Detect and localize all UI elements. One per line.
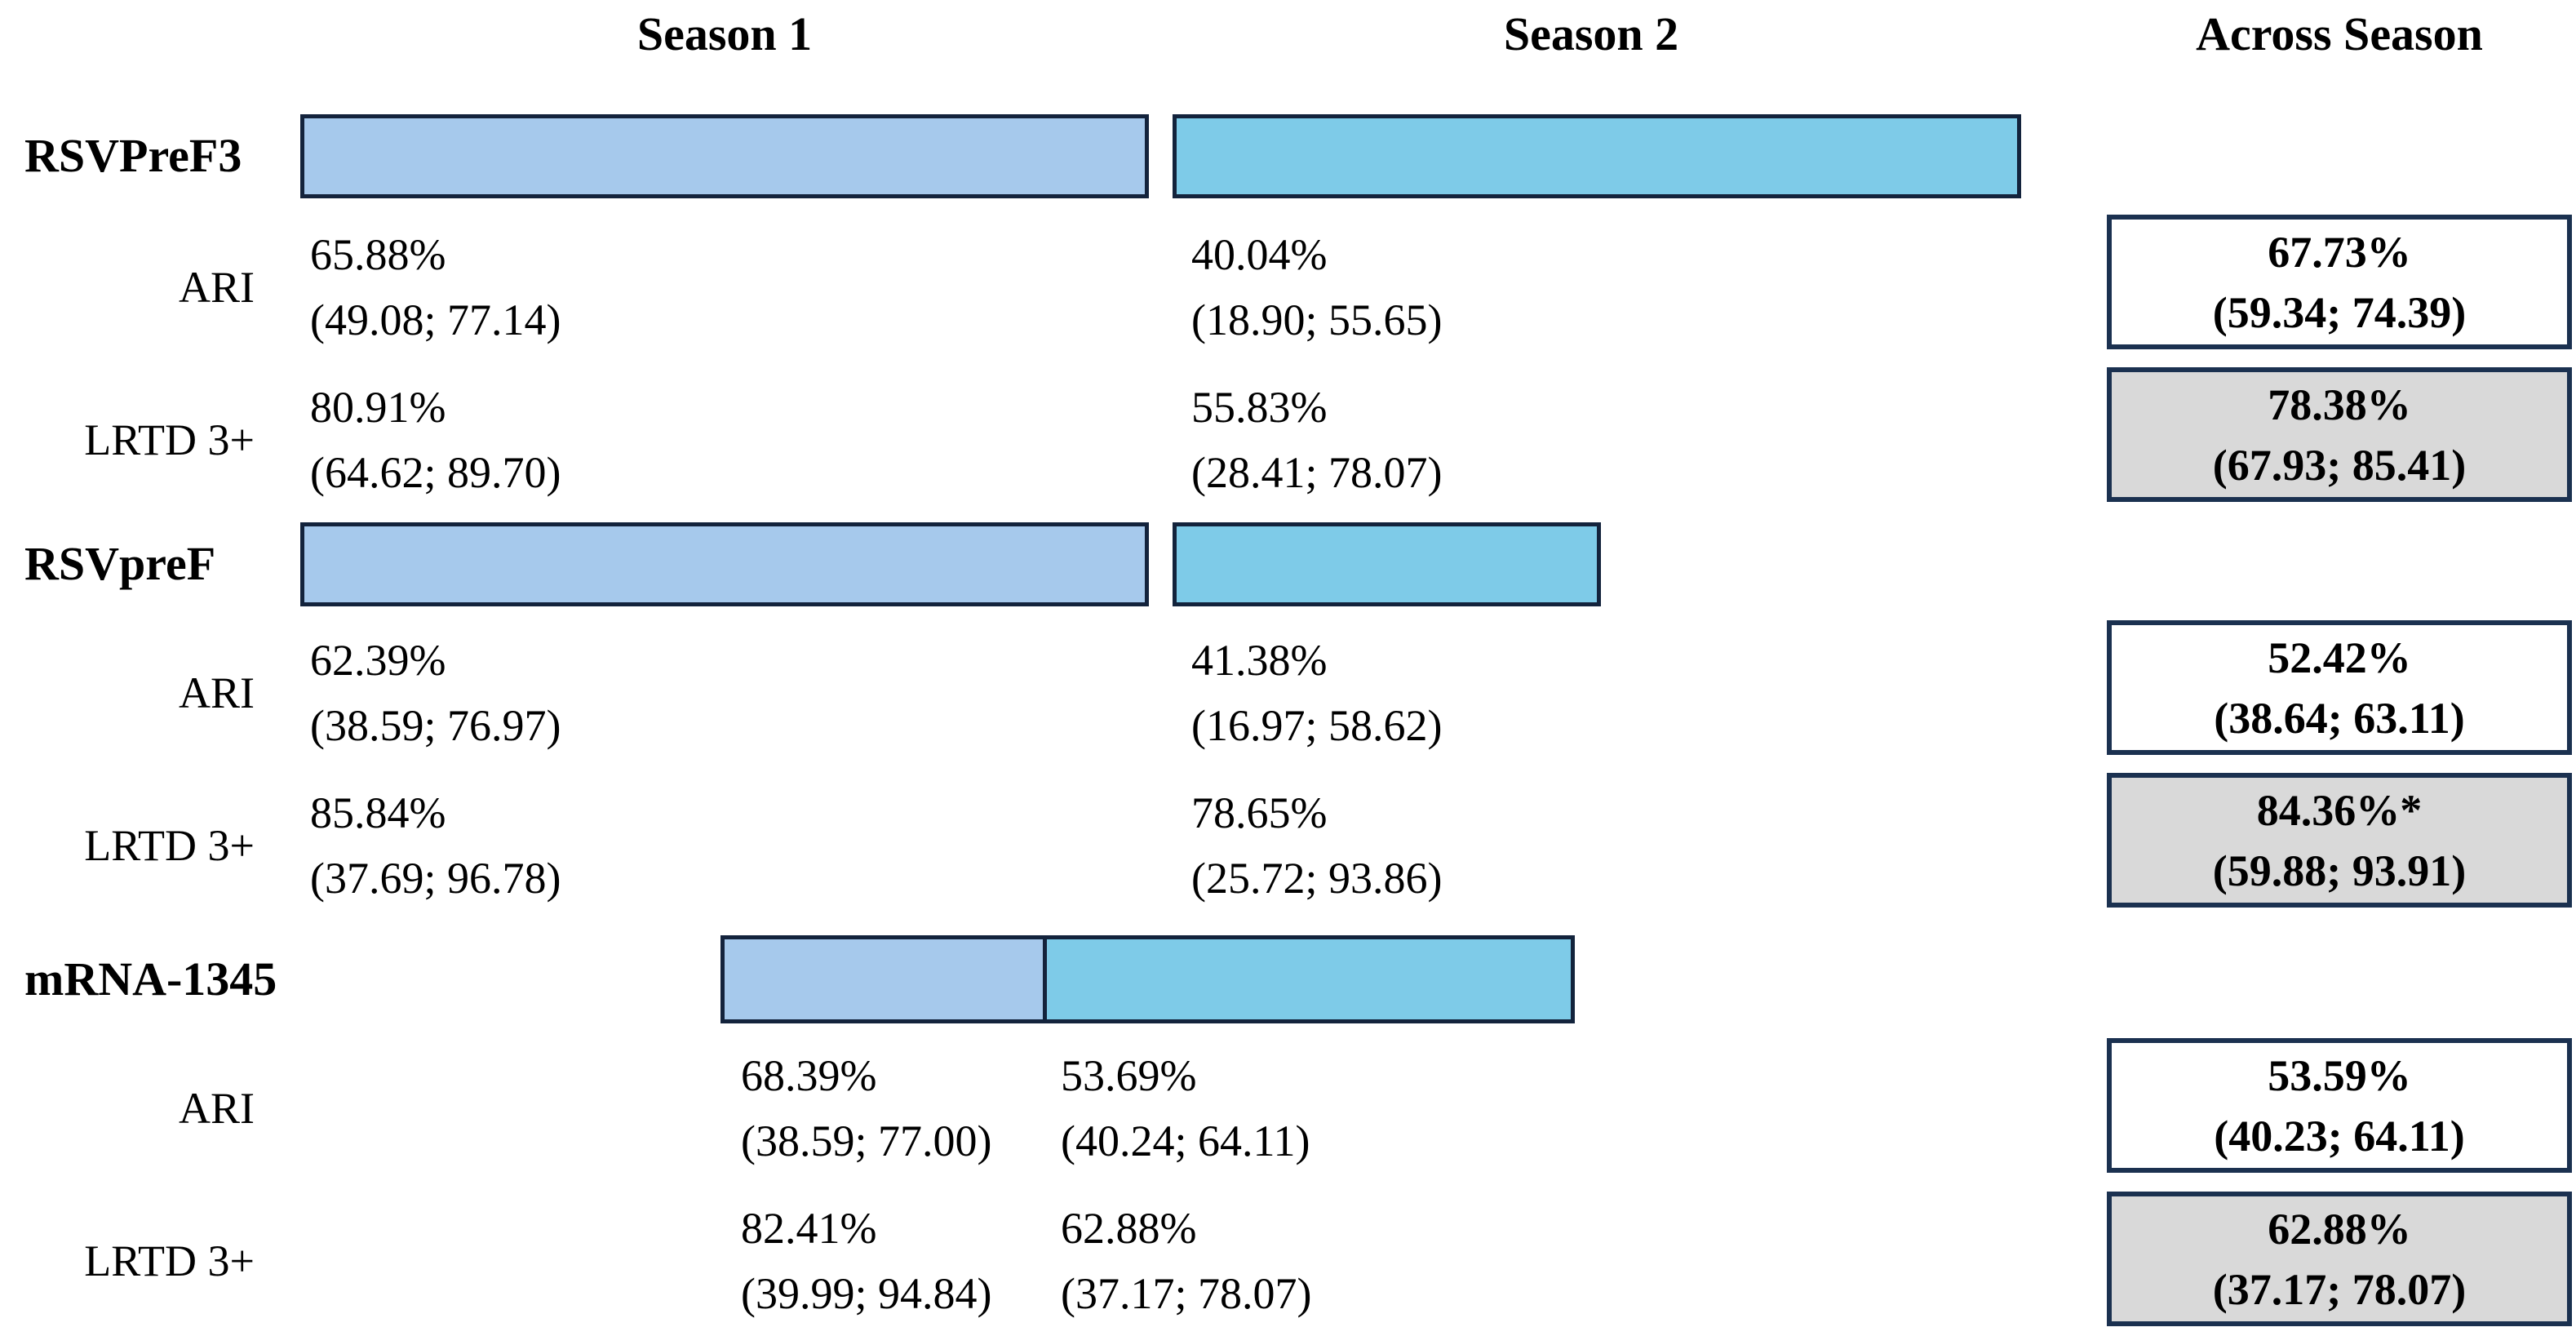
value-rsvpref-ari-season2: 41.38% (16.97; 58.62) — [1191, 628, 1442, 758]
ve-ci: (59.88; 93.91) — [2212, 846, 2467, 895]
ve-ci: (16.97; 58.62) — [1191, 701, 1443, 750]
vaccine-label-rsvpref: RSVpreF — [24, 537, 216, 590]
across-season-box-rsvpref3-lrtd: 78.38% (67.93; 85.41) — [2107, 367, 2572, 502]
ve-value: 80.91% — [310, 383, 446, 432]
ve-value: 84.36%* — [2256, 785, 2423, 835]
ve-ci: (40.24; 64.11) — [1061, 1116, 1310, 1165]
ve-ci: (37.17; 78.07) — [2212, 1264, 2467, 1314]
vaccine-label-mrna-1345: mRNA-1345 — [24, 952, 277, 1005]
column-header-season1: Season 1 — [636, 7, 813, 60]
column-header-across-season: Across Season — [2196, 7, 2483, 60]
ve-ci: (37.69; 96.78) — [310, 854, 561, 903]
value-rsvpref3-lrtd-season1: 80.91% (64.62; 89.70) — [310, 375, 561, 505]
across-season-box-mrna-1345-lrtd: 62.88% (37.17; 78.07) — [2107, 1192, 2572, 1326]
ve-value: 85.84% — [310, 788, 446, 837]
across-season-box-mrna-1345-ari: 53.59% (40.23; 64.11) — [2107, 1038, 2572, 1173]
value-mrna-1345-lrtd-season2: 62.88% (37.17; 78.07) — [1061, 1196, 1311, 1326]
ve-ci: (40.23; 64.11) — [2214, 1111, 2465, 1161]
value-rsvpref3-ari-season2: 40.04% (18.90; 55.65) — [1191, 222, 1442, 353]
outcome-label-mrna-1345-ari: ARI — [179, 1084, 255, 1133]
across-season-box-rsvpref-lrtd: 84.36%* (59.88; 93.91) — [2107, 773, 2572, 908]
value-rsvpref-ari-season1: 62.39% (38.59; 76.97) — [310, 628, 561, 758]
ve-value: 68.39% — [741, 1051, 877, 1100]
ve-ci: (37.17; 78.07) — [1061, 1269, 1312, 1318]
ve-value: 41.38% — [1191, 636, 1328, 685]
ve-ci: (67.93; 85.41) — [2212, 440, 2467, 490]
ve-value: 62.88% — [1061, 1204, 1197, 1253]
ve-ci: (38.59; 76.97) — [310, 701, 561, 750]
value-rsvpref-lrtd-season2: 78.65% (25.72; 93.86) — [1191, 780, 1442, 911]
outcome-label-rsvpref3-lrtd: LRTD 3+ — [84, 415, 255, 464]
outcome-label-rsvpref3-ari: ARI — [179, 263, 255, 312]
season2-bar-rsvpref — [1173, 522, 1601, 606]
ve-ci: (25.72; 93.86) — [1191, 854, 1443, 903]
season1-bar-mrna-1345 — [720, 935, 1047, 1023]
ve-value: 53.59% — [2268, 1050, 2411, 1100]
across-season-box-rsvpref3-ari: 67.73% (59.34; 74.39) — [2107, 215, 2572, 349]
season1-bar-rsvpref — [300, 522, 1149, 606]
ve-value: 62.88% — [2268, 1204, 2411, 1254]
value-mrna-1345-ari-season2: 53.69% (40.24; 64.11) — [1061, 1043, 1310, 1174]
value-mrna-1345-ari-season1: 68.39% (38.59; 77.00) — [741, 1043, 991, 1174]
ve-ci: (39.99; 94.84) — [741, 1269, 992, 1318]
season2-bar-mrna-1345 — [1043, 935, 1575, 1023]
outcome-label-rsvpref-ari: ARI — [179, 668, 255, 717]
ve-value: 65.88% — [310, 230, 446, 279]
ve-ci: (38.64; 63.11) — [2214, 693, 2465, 743]
value-rsvpref3-lrtd-season2: 55.83% (28.41; 78.07) — [1191, 375, 1442, 505]
ve-value: 52.42% — [2268, 632, 2411, 682]
ve-ci: (49.08; 77.14) — [310, 295, 561, 344]
value-mrna-1345-lrtd-season1: 82.41% (39.99; 94.84) — [741, 1196, 991, 1326]
vaccine-label-rsvpref3: RSVPreF3 — [24, 129, 242, 182]
value-rsvpref3-ari-season1: 65.88% (49.08; 77.14) — [310, 222, 561, 353]
ve-value: 40.04% — [1191, 230, 1328, 279]
column-header-season2: Season 2 — [1503, 7, 1679, 60]
ve-value: 78.38% — [2268, 379, 2411, 429]
season1-bar-rsvpref3 — [300, 114, 1149, 198]
ve-value: 62.39% — [310, 636, 446, 685]
outcome-label-mrna-1345-lrtd: LRTD 3+ — [84, 1236, 255, 1285]
ve-value: 82.41% — [741, 1204, 877, 1253]
ve-ci: (18.90; 55.65) — [1191, 295, 1443, 344]
ve-ci: (59.34; 74.39) — [2212, 287, 2467, 337]
ve-ci: (64.62; 89.70) — [310, 448, 561, 497]
season2-bar-rsvpref3 — [1173, 114, 2021, 198]
ve-value: 78.65% — [1191, 788, 1328, 837]
ve-value: 53.69% — [1061, 1051, 1197, 1100]
ve-value: 67.73% — [2268, 227, 2411, 277]
ve-ci: (28.41; 78.07) — [1191, 448, 1443, 497]
outcome-label-rsvpref-lrtd: LRTD 3+ — [84, 821, 255, 870]
value-rsvpref-lrtd-season1: 85.84% (37.69; 96.78) — [310, 780, 561, 911]
across-season-box-rsvpref-ari: 52.42% (38.64; 63.11) — [2107, 620, 2572, 755]
ve-value: 55.83% — [1191, 383, 1328, 432]
ve-ci: (38.59; 77.00) — [741, 1116, 992, 1165]
